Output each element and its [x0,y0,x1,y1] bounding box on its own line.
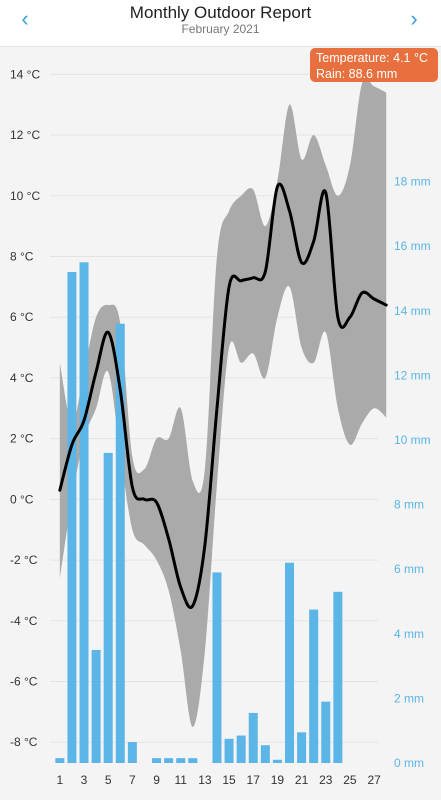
rain-bar [309,609,319,763]
data-tooltip: Temperature: 4.1 °C Rain: 88.6 mm [310,48,438,82]
rain-axis: 0 mm 2 mm 4 mm 6 mm 8 mm 10 mm 12 mm 14 mm 16 mm… [394,175,431,770]
y-left-tick-label: 2 °C [10,432,34,446]
y-left-tick-label: -2 °C [10,553,38,567]
chevron-right-icon[interactable]: › [410,6,418,31]
x-tick-label: 27 [367,773,381,787]
rain-bar [55,758,65,763]
rain-bar [236,735,246,763]
rain-bar [212,572,222,763]
y-right-tick-label: 14 mm [394,304,431,318]
rain-bar [285,562,295,763]
y-left-tick-label: 0 °C [10,492,34,506]
temperature-line [58,182,388,609]
y-left-tick-label: -6 °C [10,675,38,689]
rain-bar [67,272,77,763]
x-tick-label: 13 [198,773,212,787]
y-left-tick-label: 14 °C [10,67,40,81]
x-tick-label: 15 [222,773,236,787]
rain-bar [91,649,101,763]
rain-bar [176,758,186,763]
x-tick-label: 3 [81,773,88,787]
y-right-tick-label: 6 mm [394,562,424,576]
rain-bar [103,452,113,763]
y-left-tick-label: 12 °C [10,128,40,142]
temperature-axis: -8 °C -6 °C -4 °C -2 °C 0 °C 2 °C 4 °C 6 °C 8 °C… [10,67,40,749]
y-left-tick-label: 10 °C [10,189,40,203]
y-right-tick-label: 8 mm [394,498,424,512]
y-left-tick-label: 4 °C [10,371,34,385]
y-right-tick-label: 18 mm [394,175,431,189]
x-tick-label: 19 [271,773,285,787]
x-tick-label: 21 [295,773,309,787]
y-left-tick-label: 8 °C [10,249,34,263]
rain-bar [79,262,89,763]
temperature-range-band [59,77,387,728]
x-tick-label: 5 [105,773,112,787]
x-tick-label: 9 [153,773,160,787]
rain-bar [333,591,343,763]
temperature-range-area [59,77,387,728]
rain-bar [272,759,282,763]
rain-bar [321,701,331,763]
x-tick-label: 1 [56,773,63,787]
y-right-tick-label: 16 mm [394,239,431,253]
temperature-mean-line [58,182,388,609]
rain-bar [297,732,307,763]
y-left-tick-label: -4 °C [10,614,38,628]
y-right-tick-label: 0 mm [394,756,424,770]
x-tick-label: 17 [247,773,261,787]
y-right-tick-label: 4 mm [394,627,424,641]
y-right-tick-label: 12 mm [394,368,431,382]
rain-bar [188,758,198,763]
y-left-tick-label: 6 °C [10,310,34,324]
y-right-tick-label: 2 mm [394,691,424,705]
x-tick-label: 23 [319,773,333,787]
day-axis: 1 3 5 7 9 11 13 15 17 19 21 23 25 27 [56,773,381,787]
page-title: Monthly Outdoor Report [129,3,312,22]
rain-bars [55,262,343,763]
x-tick-label: 7 [129,773,136,787]
rain-bar [224,738,234,763]
rain-bar [152,758,162,763]
y-right-tick-label: 10 mm [394,433,431,447]
header-bar: ‹ Monthly Outdoor Report February 2021 › [0,0,441,47]
x-tick-label: 25 [343,773,357,787]
tooltip-rain: Rain: 88.6 mm [316,67,398,81]
rain-bar [260,745,270,763]
rain-bar [248,712,258,763]
rain-bar [115,323,125,763]
chevron-left-icon[interactable]: ‹ [21,6,29,31]
page-subtitle: February 2021 [181,22,260,36]
x-tick-label: 11 [174,773,187,787]
rain-bar [127,742,137,763]
rain-bar [164,758,174,763]
y-left-tick-label: -8 °C [10,735,38,749]
tooltip-temperature: Temperature: 4.1 °C [316,51,428,65]
